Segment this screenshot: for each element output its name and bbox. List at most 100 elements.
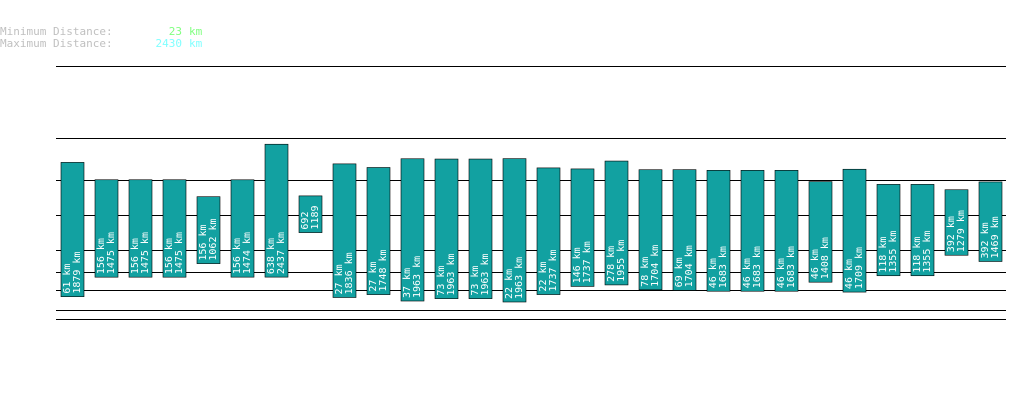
bar-max-label: 1737 km bbox=[548, 249, 559, 291]
bar-max-label: 1709 km bbox=[854, 247, 865, 289]
range-bar-group: 156 km 1474 km bbox=[230, 179, 255, 278]
range-bar-group: 46 km 1408 km bbox=[808, 181, 833, 283]
bar-max-label: 1955 km bbox=[616, 240, 627, 282]
bar-max-label: 2437 km bbox=[276, 232, 287, 274]
range-bar bbox=[944, 189, 969, 256]
range-bar bbox=[332, 163, 357, 298]
bar-min-label: 73 km bbox=[470, 266, 481, 296]
range-bar-group: 392 km 1279 km bbox=[944, 189, 969, 256]
bar-max-label: 1963 km bbox=[480, 253, 491, 295]
bar-min-label: 46 km bbox=[844, 259, 855, 289]
range-bar-group: 73 km 1963 km bbox=[434, 158, 459, 299]
bar-max-label: 1704 km bbox=[684, 245, 695, 287]
bar-min-label: 27 km bbox=[334, 264, 345, 294]
range-bar-group: 692 1189 bbox=[298, 195, 323, 233]
bar-min-label: 37 km bbox=[402, 268, 413, 298]
bar-max-label: 1279 km bbox=[956, 210, 967, 252]
max-distance-row: Maximum Distance: 2430 km bbox=[0, 38, 202, 50]
bar-max-label: 1963 km bbox=[446, 253, 457, 295]
min-distance-row: Minimum Distance: 23 km bbox=[0, 26, 202, 38]
range-bar-group: 22 km 1963 km bbox=[502, 158, 527, 303]
bar-min-label: 46 km bbox=[810, 249, 821, 279]
range-bar-group: 27 km 1836 km bbox=[332, 163, 357, 298]
range-bar-group: 278 km 1955 km bbox=[604, 160, 629, 286]
range-bar bbox=[740, 170, 765, 292]
bar-min-label: 78 km bbox=[640, 257, 651, 287]
bar-min-label: 156 km bbox=[232, 238, 243, 274]
bar-max-label: 1737 km bbox=[582, 241, 593, 283]
bar-min-label: 638 km bbox=[266, 238, 277, 274]
bar-min-label: 156 km bbox=[130, 238, 141, 274]
bar-max-label: 1963 km bbox=[514, 257, 525, 299]
range-bar-group: 156 km 1475 km bbox=[128, 179, 153, 278]
bar-min-label: 22 km bbox=[538, 261, 549, 291]
bar-max-label: 1475 km bbox=[174, 232, 185, 274]
range-bar bbox=[978, 181, 1003, 262]
min-distance-label: Minimum Distance: bbox=[0, 25, 113, 38]
range-bar bbox=[502, 158, 527, 303]
max-distance-unit: km bbox=[189, 37, 203, 50]
range-bar bbox=[604, 160, 629, 286]
bar-min-label: 392 km bbox=[946, 216, 957, 252]
range-bar bbox=[400, 158, 425, 302]
bar-max-label: 1683 km bbox=[752, 246, 763, 288]
bar-min-label: 46 km bbox=[776, 258, 787, 288]
range-bar-group: 156 km 1475 km bbox=[94, 179, 119, 278]
range-bar bbox=[910, 184, 935, 277]
bar-min-label: 61 km bbox=[62, 264, 73, 294]
range-bar-group: 27 km 1748 km bbox=[366, 167, 391, 295]
range-bar-group: 146 km 1737 km bbox=[570, 168, 595, 287]
distance-summary: Minimum Distance: 23 km Maximum Distance… bbox=[0, 26, 202, 50]
range-bar bbox=[876, 184, 901, 277]
range-bar-group: 78 km 1704 km bbox=[638, 169, 663, 291]
bar-min-label: 46 km bbox=[742, 258, 753, 288]
range-bar bbox=[638, 169, 663, 291]
bar-max-label: 1748 km bbox=[378, 249, 389, 291]
range-bar bbox=[842, 168, 867, 293]
bar-max-label: 1408 km bbox=[820, 237, 831, 279]
bar-max-label: 1469 km bbox=[990, 216, 1001, 258]
range-bar bbox=[706, 170, 731, 292]
min-distance-unit: km bbox=[189, 25, 203, 38]
bar-min-label: 69 km bbox=[674, 257, 685, 287]
range-bar bbox=[774, 170, 799, 292]
bar-max-label: 1474 km bbox=[242, 232, 253, 274]
range-bar-group: 22 km 1737 km bbox=[536, 167, 561, 295]
bar-min-label: 118 km bbox=[878, 237, 889, 273]
bar-min-label: 278 km bbox=[606, 246, 617, 282]
bar-max-label: 1475 km bbox=[106, 232, 117, 274]
bar-max-label: 1683 km bbox=[718, 246, 729, 288]
range-bar-group: 69 km 1704 km bbox=[672, 169, 697, 291]
bar-max-label: 1836 km bbox=[344, 252, 355, 294]
range-bar-group: 118 km 1355 km bbox=[876, 184, 901, 277]
range-bar bbox=[434, 158, 459, 299]
range-bar-group: 638 km 2437 km bbox=[264, 143, 289, 278]
max-distance-label: Maximum Distance: bbox=[0, 37, 113, 50]
range-bar-group: 46 km 1683 km bbox=[740, 170, 765, 292]
range-bar bbox=[128, 179, 153, 278]
bar-min-label: 146 km bbox=[572, 247, 583, 283]
range-bar bbox=[536, 167, 561, 295]
bar-min-label: 22 km bbox=[504, 269, 515, 299]
bar-min-label: 392 km bbox=[980, 222, 991, 258]
range-bar-group: 156 km 1475 km bbox=[162, 179, 187, 278]
bar-min-label: 156 km bbox=[164, 238, 175, 274]
max-distance-value: 2430 bbox=[155, 37, 183, 50]
range-bar bbox=[366, 167, 391, 295]
range-bar-group: 392 km 1469 km bbox=[978, 181, 1003, 262]
range-bar bbox=[808, 181, 833, 283]
range-bar bbox=[570, 168, 595, 287]
bar-min-label: 46 km bbox=[708, 258, 719, 288]
range-bar bbox=[672, 169, 697, 291]
bar-max-label: 1062 km bbox=[208, 218, 219, 260]
bar-min-label: 156 km bbox=[198, 224, 209, 260]
range-bar-group: 46 km 1709 km bbox=[842, 168, 867, 293]
range-bar bbox=[468, 158, 493, 299]
bar-max-label: 1704 km bbox=[650, 245, 661, 287]
min-distance-value: 23 bbox=[168, 25, 182, 38]
bar-min-label: 156 km bbox=[96, 238, 107, 274]
range-bar-group: 61 km 1879 km bbox=[60, 162, 85, 297]
bar-max-label: 1683 km bbox=[786, 246, 797, 288]
range-bar bbox=[230, 179, 255, 278]
